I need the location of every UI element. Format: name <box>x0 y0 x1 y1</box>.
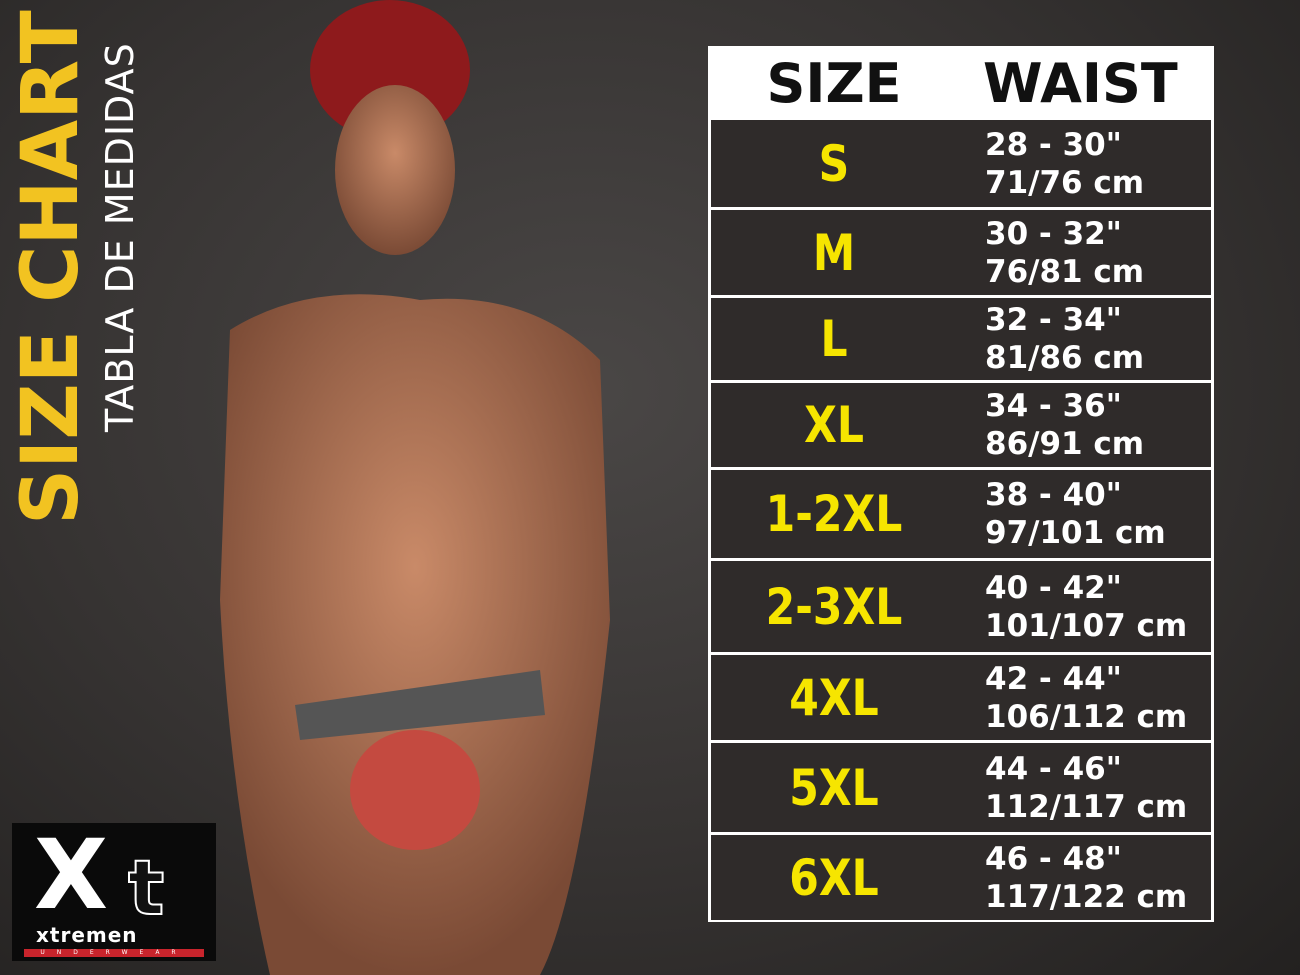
waist-value: 46 - 48" 117/122 cm <box>957 840 1211 916</box>
waist-value: 42 - 44" 106/112 cm <box>957 660 1211 736</box>
size-label: L <box>820 310 848 368</box>
table-row: M 30 - 32" 76/81 cm <box>711 210 1211 295</box>
waist-cm: 112/117 cm <box>985 788 1188 825</box>
size-label: 4XL <box>789 668 879 727</box>
pouch <box>350 730 480 850</box>
table-row: 5XL 44 - 46" 112/117 cm <box>711 743 1211 832</box>
size-label: 5XL <box>789 758 879 817</box>
table-row: S 28 - 30" 71/76 cm <box>711 120 1211 207</box>
waist-cm: 86/91 cm <box>985 426 1145 462</box>
waist-value: 38 - 40" 97/101 cm <box>957 476 1211 552</box>
waist-inches: 32 - 34" <box>985 302 1122 338</box>
table-row: 6XL 46 - 48" 117/122 cm <box>711 835 1211 920</box>
size-label: S <box>818 134 850 193</box>
size-chart-subtitle: TABLA DE MEDIDAS <box>98 42 142 432</box>
logo-tagline: UNDERWEAR <box>24 949 204 957</box>
waist-value: 34 - 36" 86/91 cm <box>957 387 1211 463</box>
waist-inches: 44 - 46" <box>985 750 1122 787</box>
torso <box>220 294 610 975</box>
size-label: 1-2XL <box>765 485 903 543</box>
waist-inches: 30 - 32" <box>985 215 1122 252</box>
table-row: 2-3XL 40 - 42" 101/107 cm <box>711 561 1211 652</box>
size-label: 6XL <box>789 848 879 907</box>
waistband <box>295 670 545 740</box>
waist-value: 28 - 30" 71/76 cm <box>957 126 1211 202</box>
waist-cm: 106/112 cm <box>985 698 1188 735</box>
waist-value: 30 - 32" 76/81 cm <box>957 215 1211 291</box>
size-label: 2-3XL <box>765 577 903 636</box>
waist-inches: 34 - 36" <box>985 388 1122 424</box>
waist-value: 40 - 42" 101/107 cm <box>957 569 1211 645</box>
waist-cm: 117/122 cm <box>985 878 1188 915</box>
table-header: SIZE WAIST <box>711 49 1211 117</box>
table-row: 1-2XL 38 - 40" 97/101 cm <box>711 470 1211 558</box>
header-waist: WAIST <box>983 51 1178 115</box>
logo-t: t <box>127 843 165 932</box>
logo-brand: xtremen <box>36 923 138 947</box>
waist-cm: 81/86 cm <box>985 340 1145 376</box>
waist-inches: 46 - 48" <box>985 840 1122 877</box>
table-row: L 32 - 34" 81/86 cm <box>711 298 1211 380</box>
waist-cm: 101/107 cm <box>985 607 1188 644</box>
waist-cm: 97/101 cm <box>985 515 1166 551</box>
head <box>335 85 455 255</box>
waist-cm: 76/81 cm <box>985 253 1145 290</box>
size-chart-title: SIZE CHART <box>6 10 96 525</box>
model-photo <box>220 0 610 975</box>
waist-value: 44 - 46" 112/117 cm <box>957 750 1211 826</box>
size-table: SIZE WAIST S 28 - 30" 71/76 cm M 30 - 32" 7… <box>708 46 1214 922</box>
table-row: 4XL 42 - 44" 106/112 cm <box>711 655 1211 740</box>
logo-x: X <box>34 819 109 931</box>
xtremen-logo: X t xtremen UNDERWEAR <box>12 823 216 961</box>
size-label: M <box>812 223 856 282</box>
header-size: SIZE <box>766 51 902 115</box>
waist-inches: 42 - 44" <box>985 660 1122 697</box>
waist-cm: 71/76 cm <box>985 164 1145 201</box>
table-row: XL 34 - 36" 86/91 cm <box>711 383 1211 467</box>
waist-inches: 28 - 30" <box>985 126 1122 163</box>
waist-inches: 38 - 40" <box>985 477 1122 513</box>
waist-value: 32 - 34" 81/86 cm <box>957 301 1211 377</box>
size-label: XL <box>804 396 864 454</box>
waist-inches: 40 - 42" <box>985 569 1122 606</box>
